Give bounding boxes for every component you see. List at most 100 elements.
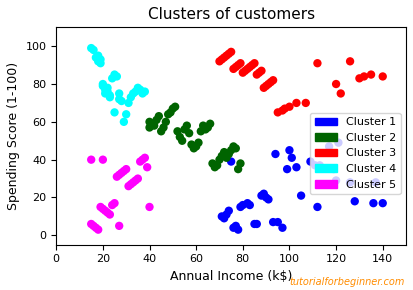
- Point: [135, 176, 141, 181]
- Point: [95, 59, 102, 64]
- Point: [221, 150, 228, 154]
- Point: [254, 222, 260, 226]
- Point: [209, 161, 216, 166]
- Point: [116, 224, 123, 228]
- Point: [104, 86, 111, 90]
- Point: [265, 197, 272, 202]
- Point: [179, 138, 185, 143]
- Point: [230, 225, 237, 230]
- Point: [347, 180, 354, 185]
- Point: [237, 61, 244, 66]
- Point: [223, 155, 230, 160]
- Point: [218, 154, 225, 158]
- Point: [109, 76, 116, 81]
- Point: [347, 59, 354, 64]
- Point: [158, 129, 164, 134]
- Point: [242, 68, 249, 73]
- Point: [370, 201, 377, 206]
- Point: [181, 127, 188, 132]
- Point: [356, 76, 363, 81]
- Point: [288, 155, 295, 160]
- Point: [88, 157, 95, 162]
- Point: [100, 206, 106, 211]
- Point: [225, 152, 232, 156]
- Point: [107, 93, 113, 98]
- Point: [351, 199, 358, 204]
- Point: [298, 193, 304, 198]
- Point: [104, 89, 111, 94]
- Point: [88, 46, 95, 50]
- Point: [114, 74, 120, 79]
- Point: [251, 61, 258, 66]
- Point: [200, 123, 206, 128]
- Point: [228, 148, 235, 153]
- Point: [153, 118, 160, 122]
- Point: [240, 203, 246, 207]
- Point: [244, 201, 251, 206]
- Point: [176, 135, 183, 139]
- X-axis label: Annual Income (k$): Annual Income (k$): [170, 270, 292, 283]
- Point: [90, 48, 97, 52]
- Point: [279, 108, 286, 113]
- Point: [100, 84, 106, 88]
- Point: [380, 74, 386, 79]
- Point: [368, 72, 374, 77]
- Point: [312, 163, 318, 168]
- Point: [146, 119, 153, 124]
- Point: [254, 72, 260, 77]
- Point: [230, 144, 237, 149]
- Point: [361, 74, 368, 79]
- Point: [284, 167, 290, 171]
- Point: [244, 67, 251, 71]
- Point: [314, 61, 321, 66]
- Point: [142, 89, 148, 94]
- Point: [132, 89, 139, 94]
- Point: [380, 201, 386, 206]
- Point: [118, 99, 125, 103]
- Point: [337, 91, 344, 96]
- Point: [102, 91, 109, 96]
- Point: [188, 142, 195, 147]
- Point: [125, 184, 132, 189]
- Point: [249, 63, 255, 67]
- Point: [111, 201, 118, 206]
- Point: [275, 110, 281, 115]
- Point: [116, 173, 123, 177]
- Point: [216, 59, 223, 64]
- Point: [125, 101, 132, 105]
- Point: [95, 227, 102, 232]
- Point: [314, 205, 321, 209]
- Point: [282, 106, 288, 111]
- Point: [186, 131, 192, 135]
- Point: [326, 144, 332, 149]
- Point: [109, 203, 116, 207]
- Point: [233, 146, 239, 151]
- Point: [330, 167, 337, 171]
- Point: [111, 72, 118, 77]
- Point: [130, 180, 136, 185]
- Point: [307, 159, 314, 164]
- Point: [211, 165, 218, 170]
- Point: [333, 82, 339, 86]
- Point: [197, 129, 204, 134]
- Point: [237, 161, 244, 166]
- Point: [118, 171, 125, 175]
- Text: tutorialforbeginner.com: tutorialforbeginner.com: [290, 277, 405, 287]
- Title: Clusters of customers: Clusters of customers: [147, 7, 315, 22]
- Point: [261, 86, 267, 90]
- Point: [221, 55, 228, 60]
- Point: [95, 53, 102, 58]
- Point: [293, 165, 300, 170]
- Point: [114, 174, 120, 179]
- Point: [93, 225, 99, 230]
- Point: [190, 146, 197, 151]
- Point: [169, 106, 176, 111]
- Point: [167, 110, 174, 115]
- Point: [275, 220, 281, 224]
- Point: [230, 67, 237, 71]
- Point: [373, 180, 379, 185]
- Point: [90, 224, 97, 228]
- Point: [268, 80, 274, 84]
- Point: [270, 78, 276, 83]
- Point: [107, 95, 113, 99]
